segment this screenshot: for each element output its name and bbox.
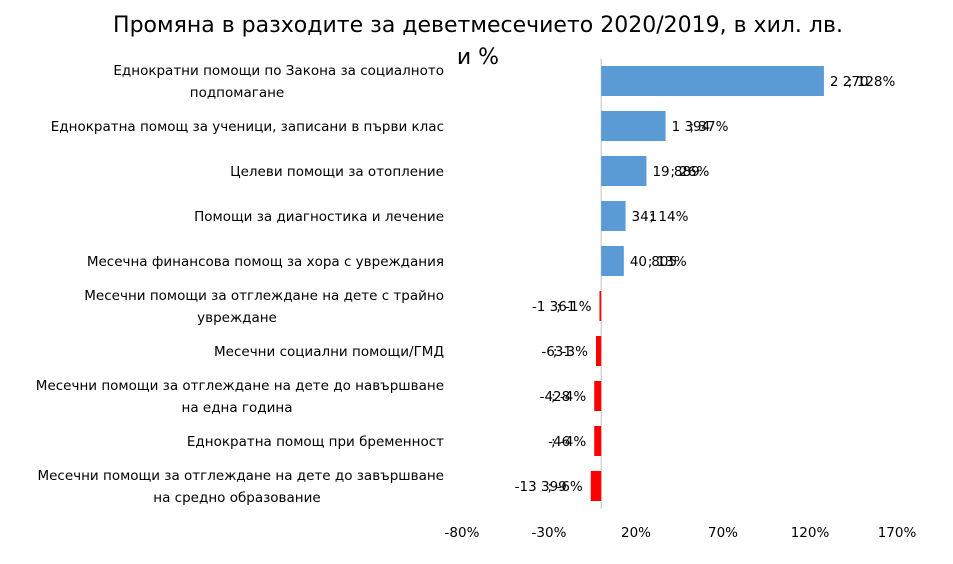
chart-title-line-1: Промяна в разходите за деветмесечието 20…: [113, 13, 843, 38]
chart-row: Еднократна помощ при бременност ; -4%-46: [187, 426, 602, 456]
x-tick-label: 120%: [791, 525, 830, 541]
bar-negative: [590, 471, 602, 501]
data-label-percent: ; 128%: [848, 74, 896, 90]
category-label: Еднократна помощ за ученици, записани в …: [51, 119, 444, 135]
x-tick-label: -80%: [445, 525, 480, 541]
x-tick-label: 20%: [621, 525, 651, 541]
data-label-percent: ; -3%: [553, 344, 588, 360]
bar-positive: [601, 201, 626, 231]
bar-positive: [601, 66, 824, 96]
data-label-amount: -13 399: [515, 479, 567, 495]
data-label-percent: ; 14%: [650, 209, 689, 225]
category-label: Еднократна помощ при бременност: [187, 434, 444, 450]
chart-row: Помощи за диагностика и лечение 341; 14%: [194, 201, 689, 231]
bar-positive: [601, 111, 666, 141]
category-label: Месечни помощи за отглеждане на дете до …: [36, 378, 444, 394]
chart-title-line-2: и %: [457, 45, 499, 70]
chart-row: Месечни помощи за отглеждане на дете с т…: [84, 288, 602, 326]
data-label-percent: ; -4%: [551, 389, 586, 405]
category-label: Целеви помощи за отопление: [230, 164, 444, 180]
data-label-amount: 40 805: [630, 254, 677, 270]
category-label: на средно образование: [153, 490, 320, 506]
category-label: подпомагане: [190, 85, 284, 101]
data-label-percent: ; -1%: [556, 299, 591, 315]
x-tick-label: 70%: [708, 525, 738, 541]
data-label-amount: -631: [541, 344, 572, 360]
x-tick-label: 170%: [878, 525, 917, 541]
data-label-percent: ; 26%: [670, 164, 709, 180]
data-label-percent: ; 13%: [648, 254, 687, 270]
data-label-amount: -428: [540, 389, 571, 405]
bar-negative: [599, 291, 602, 321]
category-label: Помощи за диагностика и лечение: [194, 209, 444, 225]
category-label: Месечни помощи за отглеждане на дете с т…: [84, 288, 444, 304]
data-label-percent: ; -6%: [548, 479, 583, 495]
chart-row: Месечни помощи за отглеждане на дете до …: [37, 468, 602, 506]
chart-row: Месечна финансова помощ за хора с уврежд…: [87, 246, 687, 276]
bar-positive: [601, 156, 647, 186]
data-label-amount: 341: [632, 209, 658, 225]
data-label-amount: -1 361: [532, 299, 576, 315]
bar-negative: [594, 426, 602, 456]
category-label: Еднократни помощи по Закона за социалнот…: [113, 63, 444, 79]
bar-negative: [594, 381, 602, 411]
data-label-percent: ; 37%: [690, 119, 729, 135]
data-label-amount: 19 889: [652, 164, 699, 180]
chart-row: Месечни помощи за отглеждане на дете до …: [36, 378, 602, 416]
bar-negative: [595, 336, 602, 366]
data-label-percent: ; -4%: [551, 434, 586, 450]
category-label: на една година: [182, 400, 293, 416]
category-label: Месечни социални помощи/ГМД: [214, 344, 444, 360]
x-tick-label: -30%: [532, 525, 567, 541]
category-label: Месечна финансова помощ за хора с уврежд…: [87, 254, 444, 270]
data-label-amount: -46: [548, 434, 570, 450]
chart-row: Целеви помощи за отопление 19 889; 26%: [230, 156, 709, 186]
chart-row: Месечни социални помощи/ГМД ; -3%-631: [214, 336, 602, 366]
data-label-amount: 1 394: [672, 119, 711, 135]
chart-row: Еднократни помощи по Закона за социалнот…: [113, 63, 895, 101]
category-label: увреждане: [197, 310, 277, 326]
category-label: Месечни помощи за отглеждане на дете до …: [37, 468, 444, 484]
bar-positive: [601, 246, 624, 276]
chart-row: Еднократна помощ за ученици, записани в …: [51, 111, 729, 141]
data-label-amount: 2 270: [830, 74, 869, 90]
